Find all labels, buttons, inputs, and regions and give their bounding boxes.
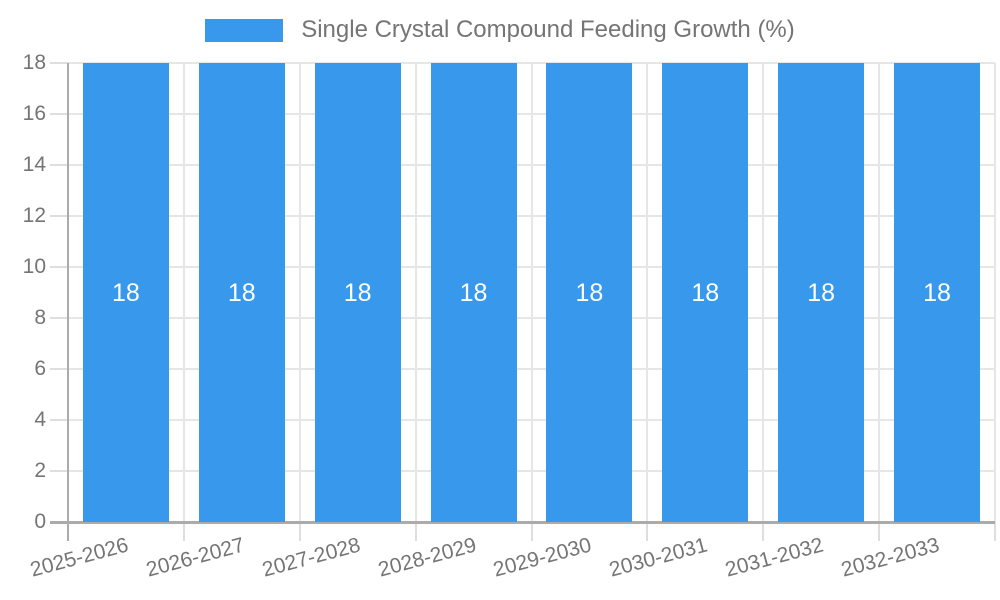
y-axis-tick-label: 12 bbox=[22, 204, 46, 227]
y-axis-tick-label: 8 bbox=[34, 306, 46, 329]
tick-mark bbox=[298, 522, 301, 541]
legend-swatch bbox=[205, 18, 284, 42]
gridline bbox=[646, 63, 649, 522]
bar[interactable] bbox=[662, 63, 749, 522]
tick-mark bbox=[994, 522, 996, 541]
tick-mark bbox=[50, 266, 68, 268]
tick-mark bbox=[414, 522, 417, 541]
tick-mark bbox=[50, 215, 68, 217]
gridline bbox=[298, 63, 301, 522]
gridline bbox=[762, 63, 765, 522]
bar[interactable] bbox=[314, 63, 401, 522]
y-axis-tick-label: 10 bbox=[22, 255, 46, 278]
tick-mark bbox=[50, 368, 68, 370]
y-axis-tick-label: 14 bbox=[22, 153, 46, 176]
y-axis-line bbox=[67, 63, 69, 541]
bar[interactable] bbox=[894, 63, 981, 522]
bar-value-label: 18 bbox=[691, 278, 720, 307]
y-axis-tick-label: 0 bbox=[34, 510, 46, 533]
gridline bbox=[530, 63, 533, 522]
bar-value-label: 18 bbox=[343, 278, 372, 307]
tick-mark bbox=[878, 522, 881, 541]
bar[interactable] bbox=[430, 63, 517, 522]
bar-value-label: 18 bbox=[575, 278, 604, 307]
bar[interactable] bbox=[778, 63, 865, 522]
bar-value-label: 18 bbox=[227, 278, 256, 307]
tick-mark bbox=[50, 113, 68, 115]
tick-mark bbox=[182, 522, 185, 541]
legend-item[interactable]: Single Crystal Compound Feeding Growth (… bbox=[0, 16, 1000, 44]
tick-mark bbox=[50, 317, 68, 319]
y-axis-tick-label: 4 bbox=[34, 408, 46, 431]
tick-mark bbox=[646, 522, 649, 541]
y-axis-tick-label: 18 bbox=[22, 51, 46, 74]
y-axis-tick-label: 2 bbox=[34, 459, 46, 482]
tick-mark bbox=[762, 522, 765, 541]
bar-value-label: 18 bbox=[112, 278, 140, 307]
tick-mark bbox=[50, 419, 68, 421]
bar-value-label: 18 bbox=[923, 278, 951, 307]
bar[interactable] bbox=[198, 63, 285, 522]
gridline bbox=[994, 63, 996, 522]
gridline bbox=[182, 63, 185, 522]
legend-label: Single Crystal Compound Feeding Growth (… bbox=[301, 16, 795, 43]
tick-mark bbox=[530, 522, 533, 541]
tick-mark bbox=[50, 164, 68, 166]
y-axis-tick-label: 6 bbox=[34, 357, 46, 380]
bar[interactable] bbox=[546, 63, 633, 522]
gridline bbox=[414, 63, 417, 522]
tick-mark bbox=[50, 62, 68, 64]
bar-value-label: 18 bbox=[459, 278, 488, 307]
y-axis-tick-label: 16 bbox=[22, 102, 46, 125]
bar-value-label: 18 bbox=[807, 278, 836, 307]
x-axis-line bbox=[50, 521, 995, 524]
tick-mark bbox=[50, 470, 68, 472]
gridline bbox=[878, 63, 881, 522]
bar[interactable] bbox=[82, 63, 169, 522]
